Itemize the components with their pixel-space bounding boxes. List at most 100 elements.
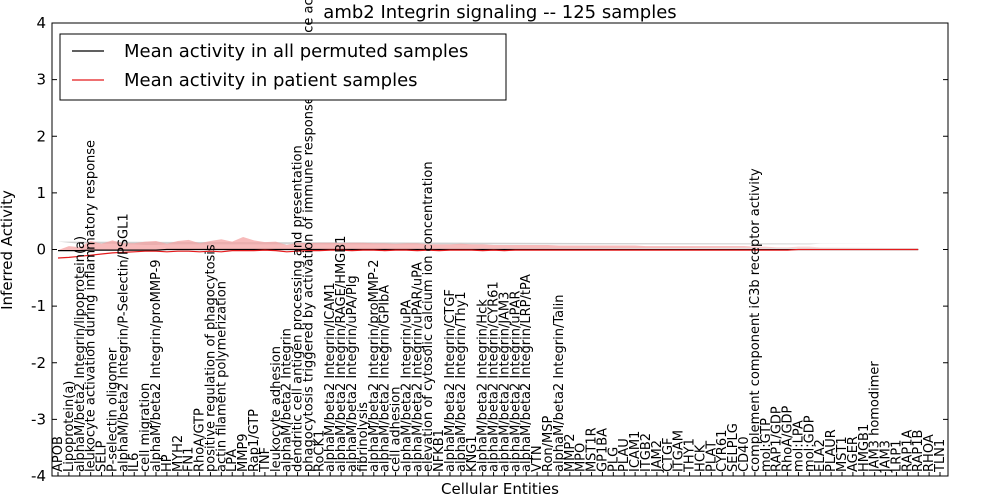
x-tick-label: RAP1B	[911, 430, 926, 472]
x-tick-label: Lipoprotein(a)	[62, 381, 77, 472]
axis-ticks: -4 -3 -2 -1 0 1 2 3 4	[31, 14, 948, 485]
y-tick-label: -3	[31, 410, 46, 428]
x-tick-label: alphaM/beta2 Integrin/proMMP-2	[367, 259, 382, 472]
x-tick-label: alphaM/beta2 Integrin/P-Selectin/PSGL1	[116, 213, 131, 472]
x-tick-label: mol:GTP	[759, 418, 774, 472]
confidence-band-patient	[58, 237, 919, 251]
x-tick-label: GP1BA	[595, 428, 610, 472]
x-tick-label: PLAU	[617, 438, 632, 472]
x-tick-label: NFKB1	[432, 429, 447, 472]
x-tick-label: leukocyte activation during inflammatory…	[84, 140, 99, 472]
x-tick-label: HMGB1	[857, 424, 872, 472]
x-tick-label: CYR61	[715, 430, 730, 472]
x-tick-label: RhoA/GDP	[781, 405, 796, 472]
x-tick-label: Ron/MSP	[541, 416, 556, 472]
x-tick-label: fibrinolysis	[356, 402, 371, 472]
x-tick-label: Rap1/GTP	[247, 409, 262, 472]
x-tick-label: VTN	[530, 445, 545, 472]
x-tick-label: CD40	[737, 436, 752, 472]
y-tick-label: 2	[36, 127, 46, 145]
x-tick-label: IL6	[127, 453, 142, 472]
x-tick-label: FN1	[182, 447, 197, 472]
x-tick-label: alphaM/beta2 Integrin/proMMP-9	[149, 259, 164, 472]
x-tick-label: alphaM/beta2 Integrin/uPAR/uPA	[410, 262, 425, 472]
x-tick-label: RHOA	[922, 434, 937, 472]
x-tick-label: THY1	[683, 438, 698, 473]
x-tick-label: alphaM/beta2 Integrin/CYR61	[487, 281, 502, 472]
x-tick-label: mol:LPA	[791, 420, 806, 472]
x-tick-label: actin filament polymerization	[214, 281, 229, 472]
series-lines	[57, 248, 919, 259]
x-tick-label: alphaM/beta2 Integrin	[280, 328, 295, 472]
x-tick-label: MMP9	[236, 433, 251, 472]
legend: Mean activity in all permuted samples Me…	[59, 33, 507, 101]
x-tick-label: MMP2	[563, 433, 578, 472]
confidence-bands	[58, 237, 919, 251]
x-tick-label: RAP1A	[900, 429, 915, 472]
x-tick-label: phagocytosis triggered by activation of …	[301, 0, 316, 472]
x-tick-label: positive regulation of phagocytosis	[203, 244, 218, 472]
x-tick-label: SELP	[95, 440, 110, 472]
x-tick-label: PLG	[606, 447, 621, 472]
x-tick-label: HCK	[693, 444, 708, 472]
x-tick-label: cell migration	[138, 383, 153, 472]
x-tick-label: elevation of cytosolic calcium ion conce…	[421, 161, 436, 472]
x-tick-label: ITGAM	[672, 430, 687, 472]
x-tick-label: alphaM/beta2 Integrin/uPA	[399, 299, 414, 472]
x-tick-label: JAM3	[879, 440, 894, 473]
x-tick-label: alphaM/beta2 Integrin/JAM3	[497, 292, 512, 472]
x-tick-label: PLAT	[704, 441, 719, 472]
x-tick-label: mol:GDP	[802, 415, 817, 472]
x-tick-label: alphaM/beta2 Integrin/LRP/tPA	[519, 274, 534, 472]
x-tick-label: alphaM/beta2 Integrin/Talin	[552, 294, 567, 472]
x-tick-label: JAM2	[650, 440, 665, 473]
x-tick-label: alphaM/beta2 Integrin/lipoprotein(a)	[73, 236, 88, 472]
x-tick-label: alphaM/beta2 Integrin/CTGF	[443, 289, 458, 472]
x-tick-label: ELA2	[813, 439, 828, 472]
y-tick-label: 0	[36, 241, 46, 259]
y-tick-label: 3	[36, 71, 46, 89]
x-tick-label: SELPLG	[726, 423, 741, 472]
y-tick-label: 1	[36, 184, 46, 202]
x-tick-label: MST1	[835, 436, 850, 472]
x-tick-label: alphaM/beta2 Integrin/RAGE/HMGB1	[334, 236, 349, 472]
x-tick-label: HP	[160, 454, 175, 472]
x-tick-label: CTGF	[661, 437, 676, 472]
x-tick-label: APOB	[51, 436, 66, 472]
x-tick-label: TLN1	[933, 439, 948, 473]
y-tick-label: -2	[31, 354, 46, 372]
x-tick-label: JAM3 homodimer	[868, 361, 883, 473]
x-tick-label: LPA	[225, 449, 240, 472]
x-tick-label: RAP1/GDP	[770, 406, 785, 472]
y-tick-label: -1	[31, 297, 46, 315]
x-tick-label: alphaM/beta2 Integrin/GPIbA	[378, 285, 393, 472]
x-tick-label: cell adhesion	[389, 386, 404, 472]
x-tick-label: RoCK1	[312, 430, 327, 472]
legend-label-patient: Mean activity in patient samples	[124, 70, 418, 91]
x-tick-label: RhoA/GTP	[193, 408, 208, 472]
x-tick-label: MST1R	[585, 427, 600, 472]
x-tick-label: P-selectin oligomer	[105, 347, 120, 472]
x-tick-label: ICAM1	[628, 431, 643, 472]
x-tick-label: TNF	[258, 447, 273, 473]
x-tick-label: alphaM/beta2 Integrin/ICAM1	[323, 282, 338, 472]
x-tick-label: AGER	[846, 436, 861, 472]
y-tick-label: 4	[36, 14, 46, 32]
series-line-patient	[57, 248, 919, 259]
x-tick-label: LRP1	[889, 440, 904, 472]
x-tick-label: PLAUR	[824, 429, 839, 472]
y-tick-label: -4	[31, 467, 46, 485]
legend-label-permuted: Mean activity in all permuted samples	[124, 41, 468, 62]
x-tick-label: dendritic cell antigen processing and pr…	[291, 145, 306, 472]
x-tick-label: MPO	[574, 443, 589, 472]
x-tick-label: alphaM/beta2 Integrin/Hck	[476, 299, 491, 472]
x-tick-label: complement component iC3b receptor activ…	[748, 168, 763, 472]
chart-title: amb2 Integrin signaling -- 125 samples	[323, 2, 676, 23]
x-axis-label: Cellular Entities	[441, 480, 559, 498]
x-tick-label: ITGB2	[639, 433, 654, 472]
x-tick-label: KNG1	[465, 435, 480, 472]
x-tick-label: MYH2	[171, 435, 186, 472]
